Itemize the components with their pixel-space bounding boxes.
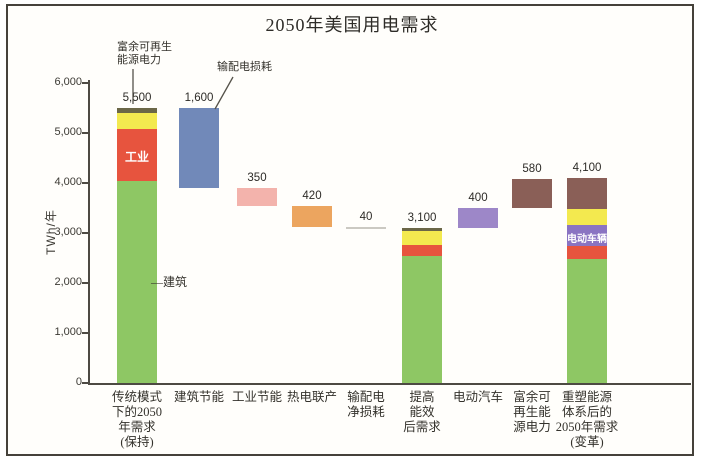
- y-axis-tick-mark: [82, 232, 88, 234]
- bar-value-label: 5,500: [122, 92, 152, 104]
- x-axis-category-label-line: 输配电: [347, 390, 385, 404]
- y-axis-tick-mark: [82, 382, 88, 384]
- bar-6-segment-富余可再生能源电力: [402, 228, 442, 231]
- x-axis-category-label-line: (保持): [120, 435, 154, 449]
- bar-value-label: 1,600: [184, 92, 214, 104]
- x-axis-category-label-line: 提高: [409, 390, 435, 404]
- x-axis-category-label-line: 体系后的: [561, 405, 612, 419]
- bar-6-segment-输配电损耗: [402, 231, 442, 245]
- annotation-buildings-callout: —建筑: [151, 275, 188, 289]
- x-axis-category-label-line: 下的2050: [111, 405, 162, 419]
- x-axis-category-label-line: 净损耗: [347, 405, 385, 419]
- bar-9-segment-建筑: [567, 259, 607, 383]
- x-axis-category-label-line: 建筑节能: [173, 390, 224, 404]
- x-axis-category-label: 电动汽车: [432, 390, 524, 405]
- bar-4-segment-热电联产: [292, 205, 332, 227]
- x-axis-category-label-line: 工业节能: [231, 390, 282, 404]
- y-axis-line: [88, 80, 90, 384]
- bar-9-segment-工业: [567, 246, 607, 259]
- x-axis-category-label: 工业节能: [211, 390, 303, 405]
- x-axis-line: [88, 383, 691, 385]
- bar-9-segment-电动车辆: 电动车辆: [567, 225, 607, 246]
- y-axis-tick-label: 4,000: [54, 176, 82, 188]
- x-axis-category-label-line: (变革): [570, 435, 604, 449]
- x-axis-category-label: 传统模式 下的2050 年需求 (保持): [91, 390, 183, 450]
- chart-title: 2050年美国用电需求: [265, 15, 439, 35]
- y-axis-tick-mark: [82, 282, 88, 284]
- x-axis-category-label-line: 再生能: [513, 405, 551, 419]
- bar-6-segment-工业: [402, 245, 442, 256]
- y-axis-tick-label: 3,000: [54, 226, 82, 238]
- bar-6-segment-建筑: [402, 256, 442, 383]
- x-axis-category-label-line: 重塑能源: [561, 390, 612, 404]
- bar-value-label: 400: [468, 192, 488, 204]
- segment-inline-label: 工业: [124, 150, 149, 164]
- x-axis-category-label: 输配电 净损耗: [320, 390, 412, 420]
- y-axis-tick-mark: [82, 182, 88, 184]
- x-axis-category-label-line: 后需求: [403, 420, 441, 434]
- x-axis-category-label: 提高 能效 后需求: [376, 390, 468, 435]
- bar-9-segment-输配电损耗: [567, 209, 607, 225]
- y-axis-tick-label: 0: [75, 376, 82, 388]
- y-axis-tick-label: 6,000: [54, 76, 82, 88]
- bar-1-segment-工业: 工业: [117, 129, 157, 181]
- bar-value-label: 4,100: [572, 162, 602, 174]
- bar-value-label: 40: [359, 210, 373, 223]
- y-axis-tick-mark: [82, 82, 88, 84]
- segment-inline-label: 电动车辆: [567, 233, 607, 245]
- bar-1-segment-富余可再生能源电力: [117, 108, 157, 113]
- y-axis-tick-label: 2,000: [54, 276, 82, 288]
- bar-7-segment-电动汽车: [458, 208, 498, 228]
- bar-2-segment-建筑节能: [179, 108, 219, 188]
- y-axis-tick-label: 5,000: [54, 126, 82, 138]
- x-axis-category-label-line: 2050年需求: [555, 420, 619, 434]
- bar-value-label: 420: [302, 189, 322, 202]
- x-axis-category-label-line: 电动汽车: [452, 390, 503, 404]
- bar-value-label: 580: [522, 163, 542, 175]
- bar-1-segment-输配电损耗: [117, 113, 157, 129]
- x-axis-category-label: 热电联产: [266, 390, 358, 405]
- x-axis-category-label: 建筑节能: [153, 390, 245, 405]
- x-axis-category-label-line: 能效: [409, 405, 435, 419]
- x-axis-category-label-line: 富余可: [513, 390, 551, 404]
- annotation-surplus-renewables-line1: 富余可再生: [117, 41, 172, 53]
- bar-5-segment-输配电净损耗: [346, 226, 386, 229]
- bar-9-segment-富余可再生能源电力: [567, 178, 607, 209]
- bar-value-label: 350: [247, 172, 267, 184]
- bar-8-segment-富余可再生能源电力: [512, 179, 552, 208]
- x-axis-category-label: 富余可 再生能 源电力: [486, 390, 578, 435]
- x-axis-category-label-line: 源电力: [513, 420, 551, 434]
- x-axis-category-label-line: 传统模式: [111, 390, 162, 404]
- bar-value-label: 3,100: [407, 212, 437, 224]
- annotation-td-losses: 输配电损耗: [217, 61, 272, 73]
- bar-1-segment-建筑: [117, 181, 157, 383]
- bar-3-segment-工业节能: [237, 188, 277, 206]
- x-axis-category-label: 重塑能源 体系后的 2050年需求 (变革): [541, 390, 633, 450]
- x-axis-category-label-line: 热电联产: [286, 390, 337, 404]
- y-axis-tick-mark: [82, 332, 88, 334]
- y-axis-tick-label: 1,000: [54, 326, 82, 338]
- annotation-surplus-renewables-line2: 能源电力: [117, 54, 161, 66]
- annotation-surplus-renewables: 富余可再生 能源电力: [117, 41, 172, 67]
- y-axis-tick-mark: [82, 132, 88, 134]
- x-axis-category-label-line: 年需求: [118, 420, 156, 434]
